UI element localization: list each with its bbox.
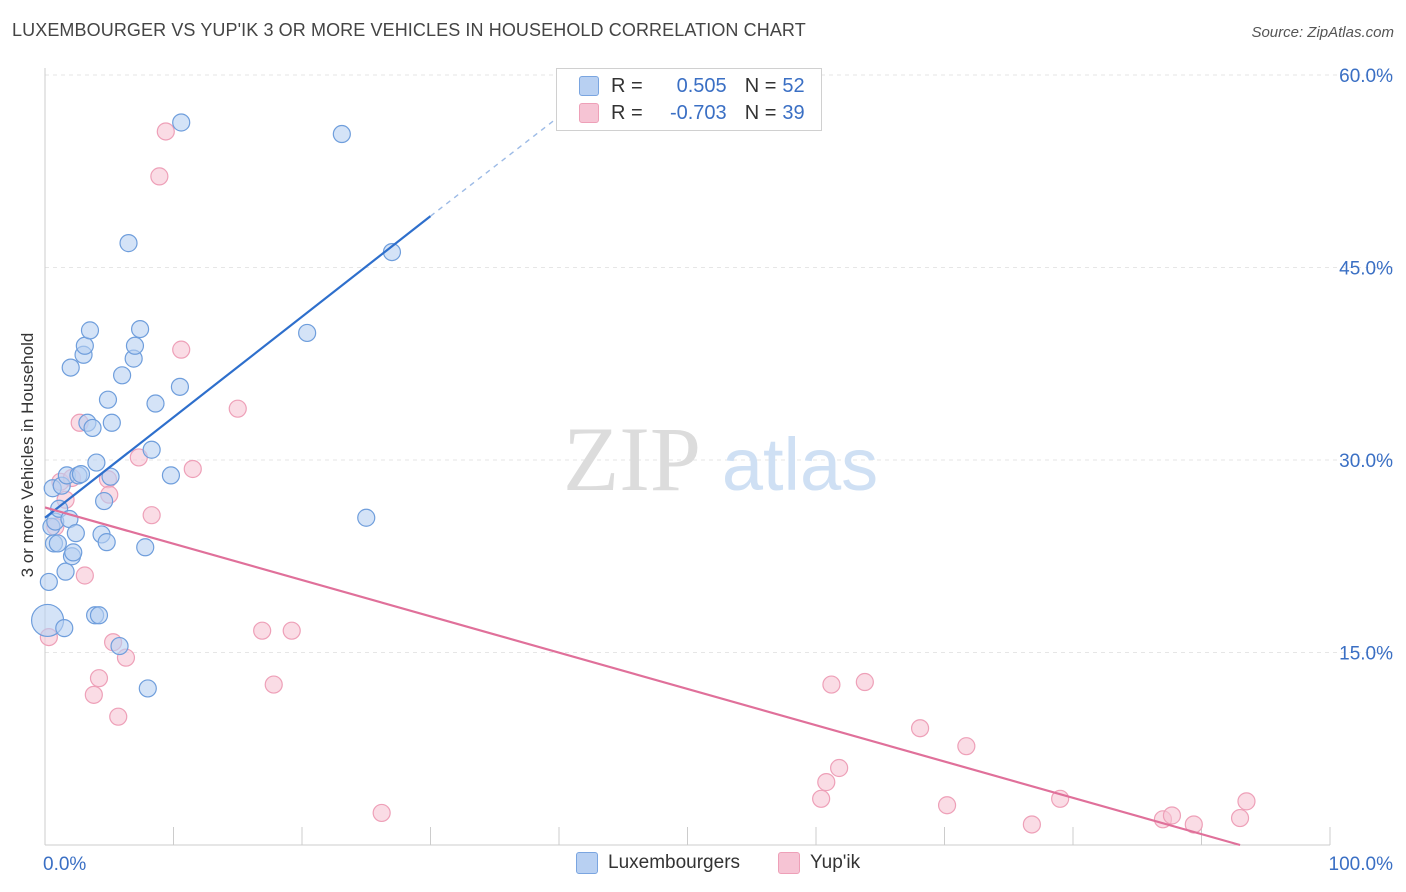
luxembourger-trend-line [44, 215, 432, 519]
y-tick-label: 30.0% [1339, 451, 1393, 472]
yupik-point [150, 167, 169, 186]
legend-n-label: N = [744, 74, 777, 97]
luxembourger-point [172, 113, 191, 132]
grid-lines [45, 74, 1395, 653]
luxembourger-point [112, 366, 132, 385]
luxembourger-point [357, 508, 376, 527]
luxembourger-point [64, 543, 83, 562]
yupik-point [822, 675, 841, 694]
luxembourger-point [89, 606, 109, 625]
yupik-point [372, 803, 391, 823]
bottom-legend-label: Yup'ik [810, 852, 861, 873]
yupik-point [183, 459, 202, 479]
luxembourger-point [56, 562, 75, 581]
luxembourger-point [87, 453, 106, 472]
yupik-point [812, 789, 831, 808]
luxembourger-point [110, 636, 129, 656]
yupik-point [172, 340, 191, 359]
yupik-point [1162, 806, 1182, 825]
chart-title: LUXEMBOURGER VS YUP'IK 3 OR MORE VEHICLE… [12, 20, 806, 40]
y-tick-labels: 15.0% 30.0% 45.0% 60.0% [1339, 66, 1393, 665]
luxembourger-point [97, 533, 116, 552]
luxembourger-point [61, 358, 80, 377]
legend-r-label: R = [611, 74, 643, 97]
luxembourger-point [83, 418, 102, 438]
yupik-point [156, 122, 175, 141]
yupik-point [910, 719, 930, 738]
luxembourger-point [161, 466, 181, 485]
yupik-point [84, 685, 103, 704]
x-tick-label: 100.0% [1329, 854, 1394, 875]
luxembourger-point [142, 440, 161, 459]
yupik-point [89, 669, 109, 688]
yupik-point [937, 796, 957, 815]
legend-r-value: 0.505 [676, 74, 727, 97]
bottom-legend-yupik: Yup'ik [778, 852, 860, 874]
yupik-point [109, 707, 128, 726]
axes [44, 68, 1331, 846]
y-tick-label: 15.0% [1339, 644, 1393, 665]
yupik-point [957, 737, 976, 756]
luxembourger-point [125, 336, 145, 355]
luxembourger-point [71, 465, 91, 484]
legend-r-label: R = [611, 101, 643, 124]
luxembourger-point [138, 679, 157, 698]
y-tick-label: 60.0% [1339, 66, 1393, 87]
yupik-point [253, 621, 272, 640]
legend-swatch-blue [579, 76, 599, 96]
trend-lines [44, 91, 1241, 847]
luxembourger-point [66, 524, 85, 543]
x-tick-labels: 0.0% 100.0% [43, 854, 1393, 875]
legend-r-value: -0.703 [669, 101, 727, 124]
legend-row-luxembourgers: R = 0.505 N = 52 [579, 73, 805, 99]
luxembourger-point [332, 124, 351, 144]
correlation-legend: R = 0.505 N = 52 R = -0.703 N = 39 [556, 68, 822, 131]
yupik-point [1237, 792, 1256, 811]
watermark-zip: ZIP [563, 408, 701, 510]
yupik-point [1022, 815, 1041, 834]
legend-n-value: 52 [782, 74, 805, 97]
luxembourger-point [102, 413, 121, 432]
yupik-point [228, 399, 247, 418]
luxembourger-point [75, 336, 94, 355]
yupik-point [1230, 808, 1250, 828]
luxembourger-point [98, 390, 118, 409]
watermark: ZIP atlas [563, 408, 878, 510]
bottom-legend-label: Luxembourgers [608, 852, 741, 873]
luxembourger-point [39, 572, 58, 592]
yupik-point [817, 773, 836, 792]
bottom-legend-swatch-blue [576, 852, 598, 874]
luxembourger-points [30, 113, 402, 698]
luxembourger-point [119, 234, 138, 253]
bottom-legend-swatch-pink [778, 852, 800, 874]
yupik-trend-line [44, 506, 1241, 847]
legend-n-value: 39 [782, 101, 805, 124]
luxembourger-point [95, 491, 114, 511]
luxembourger-point [101, 467, 120, 486]
bottom-legend-luxembourgers: Luxembourgers [576, 852, 740, 874]
yupik-point [282, 621, 301, 640]
x-tick-label: 0.0% [43, 854, 86, 875]
legend-swatch-pink [579, 103, 599, 123]
legend-n-label: N = [744, 101, 777, 124]
yupik-point [264, 675, 283, 694]
source-label: Source: ZipAtlas.com [1251, 24, 1394, 41]
watermark-atlas: atlas [722, 423, 878, 506]
yupik-point [830, 758, 849, 778]
luxembourger-point [136, 538, 155, 557]
luxembourger-point [146, 394, 165, 413]
luxembourger-point [130, 320, 150, 339]
luxembourger-trend-extension [430, 91, 592, 217]
legend-row-yupik: R = -0.703 N = 39 [579, 100, 805, 126]
yupik-point [855, 672, 874, 692]
luxembourger-point [80, 321, 100, 340]
y-tick-label: 45.0% [1339, 259, 1393, 280]
luxembourger-point [55, 619, 74, 638]
luxembourger-point [48, 534, 67, 553]
yupik-point [142, 506, 161, 525]
yupik-point [75, 566, 94, 585]
luxembourger-point [170, 377, 190, 396]
luxembourger-point [298, 323, 317, 343]
